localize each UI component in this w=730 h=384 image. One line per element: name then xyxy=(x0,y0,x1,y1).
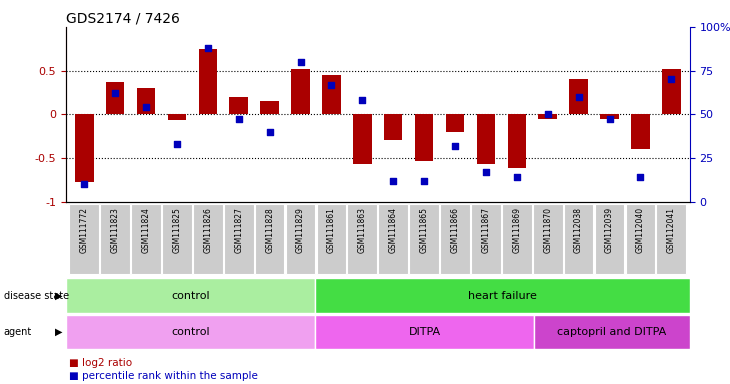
Point xyxy=(480,169,492,175)
Text: GSM111828: GSM111828 xyxy=(265,207,274,253)
Point xyxy=(542,111,553,118)
Text: heart failure: heart failure xyxy=(468,291,537,301)
Text: DITPA: DITPA xyxy=(409,327,441,337)
FancyBboxPatch shape xyxy=(193,204,223,274)
Bar xyxy=(315,315,534,349)
FancyBboxPatch shape xyxy=(378,204,408,274)
Text: GSM111863: GSM111863 xyxy=(358,207,367,253)
Text: GSM111864: GSM111864 xyxy=(388,207,398,253)
Point xyxy=(295,59,307,65)
Point xyxy=(449,142,461,149)
FancyBboxPatch shape xyxy=(502,204,531,274)
Bar xyxy=(477,114,495,164)
Text: ■ log2 ratio: ■ log2 ratio xyxy=(69,358,132,368)
FancyBboxPatch shape xyxy=(347,204,377,274)
Bar xyxy=(75,114,93,182)
Text: GSM111869: GSM111869 xyxy=(512,207,521,253)
Text: GSM112040: GSM112040 xyxy=(636,207,645,253)
Text: GSM111865: GSM111865 xyxy=(420,207,429,253)
Bar xyxy=(539,114,557,119)
Text: control: control xyxy=(172,291,210,301)
Text: GSM111772: GSM111772 xyxy=(80,207,89,253)
Bar xyxy=(168,114,186,120)
Text: GSM112038: GSM112038 xyxy=(574,207,583,253)
FancyBboxPatch shape xyxy=(440,204,470,274)
FancyBboxPatch shape xyxy=(100,204,130,274)
FancyBboxPatch shape xyxy=(656,204,686,274)
Bar xyxy=(315,278,690,313)
FancyBboxPatch shape xyxy=(564,204,593,274)
FancyBboxPatch shape xyxy=(626,204,656,274)
Point xyxy=(140,104,152,110)
Bar xyxy=(507,114,526,169)
Bar xyxy=(106,82,124,114)
Bar xyxy=(415,114,434,161)
FancyBboxPatch shape xyxy=(471,204,501,274)
Bar xyxy=(291,69,310,114)
FancyBboxPatch shape xyxy=(533,204,563,274)
Text: disease state: disease state xyxy=(4,291,69,301)
FancyBboxPatch shape xyxy=(224,204,253,274)
Point xyxy=(604,116,615,122)
Bar xyxy=(261,101,279,114)
Text: GSM111867: GSM111867 xyxy=(481,207,491,253)
Point xyxy=(171,141,182,147)
FancyBboxPatch shape xyxy=(255,204,285,274)
Bar xyxy=(534,315,690,349)
Point xyxy=(264,129,275,135)
FancyBboxPatch shape xyxy=(162,204,192,274)
Text: GSM112041: GSM112041 xyxy=(666,207,676,253)
Text: GSM111827: GSM111827 xyxy=(234,207,243,253)
Bar xyxy=(569,79,588,114)
Point xyxy=(666,76,677,83)
Point xyxy=(388,177,399,184)
Text: GSM111823: GSM111823 xyxy=(111,207,120,253)
Text: GDS2174 / 7426: GDS2174 / 7426 xyxy=(66,12,180,26)
Point xyxy=(326,81,337,88)
Bar xyxy=(631,114,650,149)
FancyBboxPatch shape xyxy=(69,204,99,274)
Text: control: control xyxy=(172,327,210,337)
Text: GSM111824: GSM111824 xyxy=(142,207,150,253)
Text: GSM111826: GSM111826 xyxy=(204,207,212,253)
FancyBboxPatch shape xyxy=(131,204,161,274)
Bar xyxy=(137,88,155,114)
FancyBboxPatch shape xyxy=(595,204,624,274)
Point xyxy=(78,181,90,187)
FancyBboxPatch shape xyxy=(285,204,315,274)
Bar xyxy=(322,75,341,114)
Bar xyxy=(662,69,680,114)
Bar xyxy=(446,114,464,132)
Point xyxy=(356,97,368,103)
Text: GSM111870: GSM111870 xyxy=(543,207,552,253)
Bar xyxy=(66,278,315,313)
Text: GSM111866: GSM111866 xyxy=(450,207,459,253)
Bar xyxy=(199,49,217,114)
Text: GSM112039: GSM112039 xyxy=(605,207,614,253)
Point xyxy=(573,94,585,100)
Point xyxy=(110,90,121,96)
Bar xyxy=(384,114,402,141)
Point xyxy=(233,116,245,122)
FancyBboxPatch shape xyxy=(317,204,346,274)
Point xyxy=(418,177,430,184)
Text: captopril and DITPA: captopril and DITPA xyxy=(557,327,666,337)
Text: GSM111861: GSM111861 xyxy=(327,207,336,253)
Bar xyxy=(229,97,248,114)
Point xyxy=(202,45,214,51)
Point xyxy=(511,174,523,180)
Text: ▶: ▶ xyxy=(55,327,62,337)
Text: GSM111829: GSM111829 xyxy=(296,207,305,253)
Bar xyxy=(66,315,315,349)
Text: ■ percentile rank within the sample: ■ percentile rank within the sample xyxy=(69,371,258,381)
Bar xyxy=(353,114,372,164)
Text: agent: agent xyxy=(4,327,32,337)
Text: ▶: ▶ xyxy=(55,291,62,301)
Text: GSM111825: GSM111825 xyxy=(172,207,182,253)
Point xyxy=(634,174,646,180)
Bar xyxy=(600,114,619,119)
FancyBboxPatch shape xyxy=(410,204,439,274)
